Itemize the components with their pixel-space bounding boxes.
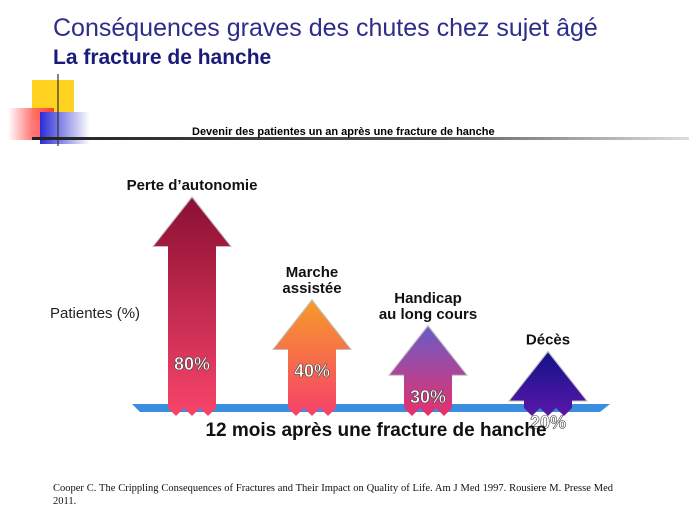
citation: Cooper C. The Crippling Consequences of … <box>53 483 613 507</box>
horizontal-rule <box>32 137 689 140</box>
category-label: Perte d’autonomie <box>127 177 258 194</box>
category-label: assistée <box>282 280 341 297</box>
chart: Patientes (%) 80% Perte d’autonomie 40% Marc… <box>50 177 610 441</box>
category-label: Décès <box>526 332 570 349</box>
value-label: 40% <box>294 361 330 381</box>
value-label: 30% <box>410 387 446 407</box>
slide-title: Conséquences graves des chutes chez suje… <box>53 14 598 42</box>
bar <box>154 198 230 416</box>
bar <box>274 301 350 416</box>
bar <box>510 352 586 416</box>
value-label: 80% <box>174 354 210 374</box>
category-label: Marche <box>286 264 339 281</box>
chart-title: Devenir des patientes un an après une fr… <box>192 126 495 138</box>
decorative-squares <box>8 74 689 146</box>
baseline-band <box>132 404 610 412</box>
category-label: au long cours <box>379 306 477 323</box>
x-axis-label: 12 mois après une fracture de hanche <box>205 420 546 441</box>
slide-subtitle: La fracture de hanche <box>53 46 272 69</box>
value-label: 20% <box>530 413 566 433</box>
y-axis-label: Patientes (%) <box>50 305 140 322</box>
bar <box>390 326 466 416</box>
category-label: Handicap <box>394 290 462 307</box>
